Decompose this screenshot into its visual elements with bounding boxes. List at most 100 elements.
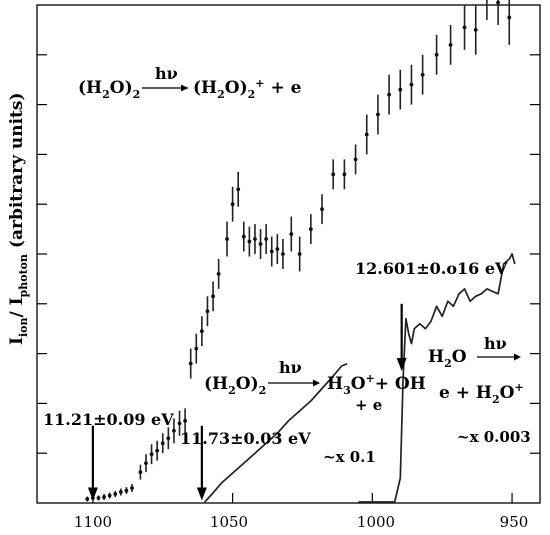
eq3-arrowhead [514, 353, 521, 361]
data-point-37 [308, 214, 313, 245]
data-point-31 [264, 224, 269, 254]
marker-15 [172, 428, 176, 433]
data-point-20 [199, 316, 204, 347]
marker-0 [85, 497, 90, 501]
data-point-4 [107, 492, 112, 499]
marker-25 [230, 202, 235, 207]
data-point-27 [241, 221, 246, 252]
data-point-9 [138, 464, 143, 480]
data-point-38 [320, 194, 324, 225]
x-tick-label-1100: 1100 [74, 513, 112, 531]
marker-5 [113, 492, 118, 496]
eq2-product: H3O++ OH [327, 372, 426, 397]
data-point-42 [364, 114, 369, 155]
marker-36 [297, 252, 302, 256]
marker-44 [387, 92, 391, 97]
marker-10 [144, 461, 148, 466]
data-point-2 [96, 495, 101, 501]
data-point-35 [289, 216, 294, 252]
marker-8 [130, 486, 134, 490]
data-point-22 [211, 281, 215, 312]
marker-13 [160, 441, 165, 446]
ion-yield-curves [204, 253, 516, 503]
data-point-7 [124, 487, 129, 495]
marker-30 [258, 242, 263, 246]
data-point-24 [225, 221, 229, 257]
equation-monomer-ionization: H2O hν e + H2O+ [428, 334, 524, 406]
marker-31 [264, 237, 269, 241]
data-point-54 [507, 0, 512, 45]
eq1-product: (H2O)2+ + e [193, 77, 302, 101]
eq2-hv: hν [279, 358, 302, 377]
data-point-10 [144, 454, 148, 473]
marker-35 [289, 232, 294, 236]
data-point-0 [85, 496, 90, 502]
data-point-40 [342, 159, 347, 190]
x-tick-label-950: 950 [500, 513, 529, 531]
marker-7 [124, 488, 129, 493]
data-point-34 [281, 239, 285, 269]
data-point-6 [118, 488, 123, 496]
marker-37 [308, 227, 313, 232]
marker-27 [241, 234, 246, 239]
scale-label-monomer: ~x 0.003 [457, 428, 531, 446]
marker-12 [155, 448, 160, 453]
data-point-52 [486, 0, 488, 20]
data-point-41 [353, 144, 358, 175]
marker-40 [342, 172, 347, 177]
data-point-26 [236, 171, 241, 207]
data-point-48 [434, 34, 439, 75]
marker-3 [102, 495, 106, 499]
data-point-47 [420, 54, 425, 95]
marker-46 [409, 82, 414, 87]
x-tick-labels: 1100 1050 1000 950 [74, 513, 528, 531]
axis-ticks [37, 54, 540, 503]
marker-17 [183, 418, 188, 423]
marker-28 [247, 239, 252, 244]
marker-4 [107, 493, 112, 498]
marker-19 [194, 346, 199, 351]
data-point-29 [253, 224, 257, 254]
data-point-33 [275, 234, 280, 264]
data-point-8 [130, 484, 134, 493]
yield-curve-0 [204, 362, 348, 503]
data-point-23 [216, 258, 221, 289]
marker-45 [398, 87, 403, 92]
data-point-19 [194, 333, 199, 364]
eq1-arrowhead [181, 84, 188, 92]
data-point-15 [172, 418, 176, 444]
eq2-electron: + e [355, 396, 382, 414]
x-tick-label-1050: 1050 [210, 513, 248, 531]
x-tick-label-1000: 1000 [357, 513, 395, 531]
data-point-25 [230, 186, 235, 222]
eq2-arrowhead [313, 379, 320, 387]
eq3-reactant: H2O [428, 347, 467, 370]
marker-21 [205, 309, 210, 314]
marker-42 [364, 132, 369, 137]
data-point-17 [183, 408, 188, 434]
equation-dimer-ionization: (H2O)2 hν (H2O)2+ + e [78, 64, 302, 101]
dimer-ion-points [85, 0, 512, 502]
marker-20 [199, 329, 204, 334]
marker-47 [420, 72, 425, 77]
marker-50 [462, 25, 467, 30]
eq1-reactant: (H2O)2 [78, 78, 140, 101]
data-point-13 [160, 433, 165, 454]
data-point-12 [155, 440, 160, 461]
data-point-11 [149, 444, 154, 465]
marker-16 [177, 421, 182, 426]
eq2-reactant: (H2O)2 [204, 374, 266, 397]
data-point-18 [188, 348, 193, 379]
data-point-30 [258, 229, 263, 259]
data-point-3 [102, 494, 106, 501]
threshold-arrowhead-0 [87, 487, 98, 501]
marker-11 [149, 452, 154, 457]
marker-34 [281, 252, 285, 256]
data-point-50 [462, 5, 467, 50]
data-point-16 [177, 410, 182, 436]
data-point-28 [247, 226, 252, 257]
eq3-hv: hν [484, 334, 507, 353]
threshold-arrows [87, 303, 407, 501]
marker-14 [166, 436, 171, 441]
marker-54 [507, 15, 512, 20]
